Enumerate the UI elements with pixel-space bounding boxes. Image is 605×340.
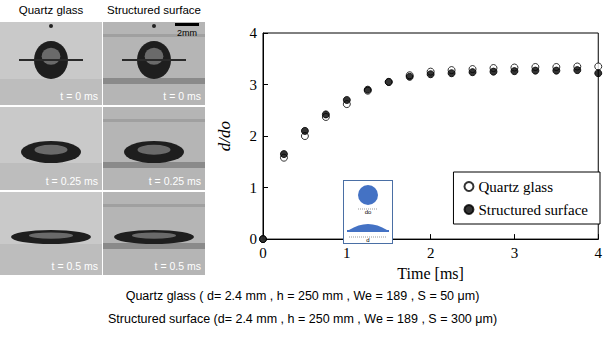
svg-text:Quartz glass: Quartz glass bbox=[478, 179, 553, 195]
svg-text:t = 0.5 ms: t = 0.5 ms bbox=[52, 260, 98, 272]
svg-text:3: 3 bbox=[250, 77, 258, 93]
svg-text:0: 0 bbox=[259, 245, 267, 261]
html-text:Structured surface (d= 2.4 mm: Structured surface (d= 2.4 mm , h = 250 … bbox=[108, 312, 497, 326]
svg-text:t = 0 ms: t = 0 ms bbox=[163, 90, 201, 102]
svg-text:1: 1 bbox=[250, 180, 258, 196]
svg-text:4: 4 bbox=[250, 25, 258, 41]
svg-text:do: do bbox=[365, 209, 372, 215]
svg-text:t = 0.5 ms: t = 0.5 ms bbox=[155, 260, 201, 272]
svg-text:0: 0 bbox=[250, 231, 258, 247]
svg-text:Structured surface: Structured surface bbox=[107, 4, 201, 16]
svg-text:t = 0.25 ms: t = 0.25 ms bbox=[46, 175, 98, 187]
svg-text:2: 2 bbox=[250, 128, 258, 144]
svg-text:Quartz glass: Quartz glass bbox=[19, 4, 84, 16]
svg-text:Structured surface: Structured surface bbox=[478, 202, 588, 218]
svg-text:d/do: d/do bbox=[215, 121, 234, 151]
svg-text:d: d bbox=[366, 237, 369, 243]
svg-text:t = 0.25 ms: t = 0.25 ms bbox=[149, 175, 201, 187]
svg-text:t = 0 ms: t = 0 ms bbox=[60, 90, 98, 102]
svg-text:4: 4 bbox=[595, 245, 603, 261]
svg-text:2mm: 2mm bbox=[177, 28, 197, 38]
svg-text:2: 2 bbox=[427, 245, 435, 261]
svg-text:3: 3 bbox=[511, 245, 519, 261]
svg-text:1: 1 bbox=[343, 245, 351, 261]
svg-text:Time [ms]: Time [ms] bbox=[397, 265, 464, 282]
html-text:Quartz glass ( d= 2.4 mm , h =: Quartz glass ( d= 2.4 mm , h = 250 mm , … bbox=[125, 289, 480, 303]
